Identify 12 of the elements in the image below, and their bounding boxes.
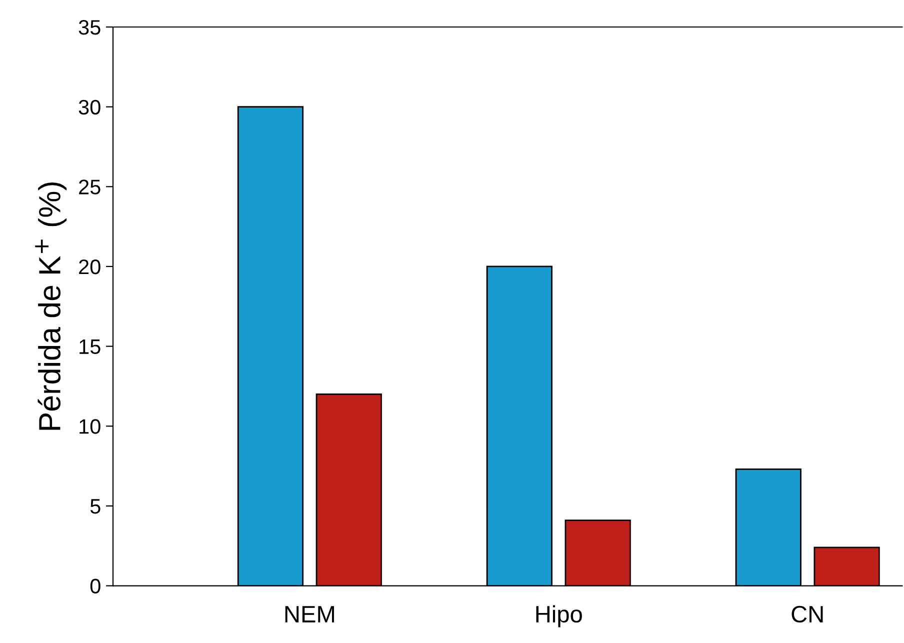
x-tick-label: NEM <box>285 606 334 622</box>
y-tick-label: 30 <box>78 100 100 115</box>
y-tick-label: 20 <box>79 259 100 274</box>
x-tick-label: Hipo <box>536 605 582 628</box>
y-tick-label: 0 <box>90 578 100 594</box>
y-tick-label: 25 <box>79 180 100 194</box>
y-tick-label: 15 <box>80 340 100 354</box>
y-tick-label: 5 <box>90 499 100 514</box>
x-tick-label: CN <box>792 606 823 623</box>
y-tick-label: 35 <box>78 20 100 35</box>
y-tick-label: 10 <box>80 419 100 434</box>
y-axis-title: Pérdida de K$^{+}$ (%) <box>35 182 67 430</box>
